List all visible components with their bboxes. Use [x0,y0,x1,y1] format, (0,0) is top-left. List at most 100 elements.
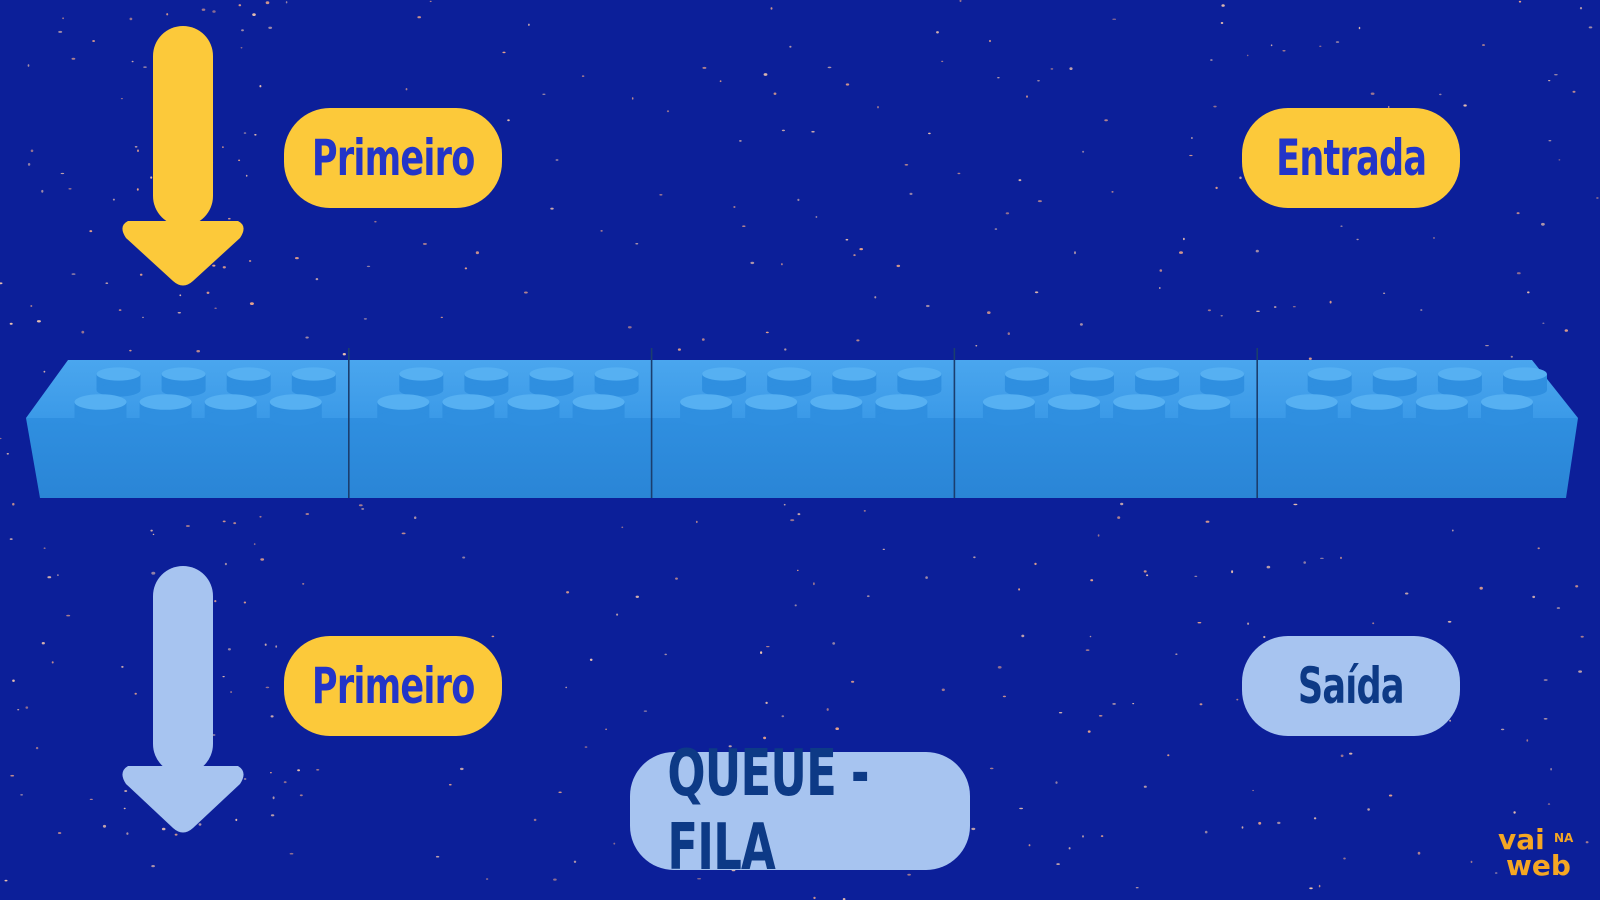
brick-stud-top [399,367,444,381]
brick-stud-top [594,367,639,381]
brick-stud-top [767,367,812,381]
brick-stud-top [810,394,863,410]
brick-stud-top [1415,394,1468,410]
brick-stud-top [702,367,747,381]
brick-stud-base [507,410,560,426]
brick-stud-top [1285,394,1338,410]
lego-brick [377,367,639,426]
brick-stud-top [161,367,206,381]
brick-stud-top [982,394,1035,410]
lego-brick [1285,367,1547,426]
brick-row [26,348,1578,498]
brick-stud-base [161,383,206,397]
logo-text-na: NA [1554,831,1574,845]
brick-stud-top [442,394,495,410]
brick-stud-base [1285,410,1338,426]
exit-label-text: Saída [1298,657,1405,715]
brick-stud-top [1113,394,1166,410]
diagram-title-text: QUEUE - FILA [667,737,869,885]
brick-stud-top [1481,394,1533,410]
brick-stud-base [74,410,127,426]
brick-front-face [26,418,1578,498]
brick-stud-base [1004,383,1049,397]
lego-brick [680,367,942,426]
brick-stud-base [572,410,625,426]
brick-stud-top [529,367,574,381]
brick-stud-top [1178,394,1231,410]
brick-stud-base [1200,383,1245,397]
brick-stud-top [572,394,625,410]
exit-label: Saída [1242,636,1460,736]
brick-stud-top [464,367,509,381]
brick-stud-base [1048,410,1100,426]
brick-stud-top [680,394,733,410]
brick-stud-base [1437,383,1482,397]
brick-stud-base [1307,383,1352,397]
brick-stud-top [204,394,257,410]
brick-stud-top [507,394,560,410]
brick-stud-top [1503,367,1547,381]
brick-stud-base [1070,383,1114,397]
brick-stud-top [1200,367,1245,381]
entry-label-text: Entrada [1275,129,1427,187]
arrow-down-icon [122,26,244,286]
brick-stud-base [1350,410,1403,426]
brick-stud-base [139,410,192,426]
diagram-title: QUEUE - FILA [630,737,970,885]
brick-stud-top [897,367,942,381]
brick-stud-top [1048,394,1100,410]
brick-stud-top [291,367,336,381]
brick-stud-top [74,394,127,410]
brick-stud-top [139,394,192,410]
brick-stud-base [399,383,444,397]
brick-stud-base [377,410,430,426]
brick-stud-base [680,410,733,426]
brick-stud-base [96,383,141,397]
brick-stud-top [832,367,877,381]
brick-stud-base [702,383,747,397]
brick-stud-base [1135,383,1180,397]
brick-stud-top [1437,367,1482,381]
brick-stud-top [1350,394,1403,410]
brick-stud-base [529,383,574,397]
lego-brick [982,367,1245,426]
brick-stud-base [767,383,812,397]
entry-label: Entrada [1242,108,1460,208]
brick-stud-top [1004,367,1049,381]
brick-stud-top [1307,367,1352,381]
brick-stud-base [1481,410,1533,426]
brick-stud-base [745,410,798,426]
first-label-bottom-text: Primeiro [311,657,475,715]
brick-stud-top [269,394,322,410]
arrow-down-icon [122,566,244,833]
brick-stud-top [377,394,430,410]
brick-stud-top [226,367,271,381]
brick-stud-base [1372,383,1417,397]
brick-stud-base [982,410,1035,426]
brick-stud-top [1372,367,1417,381]
brick-stud-top [745,394,798,410]
logo-text-vai: vai [1498,823,1545,856]
brick-stud-base [1113,410,1166,426]
brick-stud-base [442,410,495,426]
brick-stud-base [291,383,336,397]
brick-stud-top [1135,367,1180,381]
brick-stud-base [897,383,942,397]
brick-stud-top [96,367,141,381]
brick-stud-base [832,383,877,397]
brick-stud-top [1070,367,1114,381]
brick-stud-base [464,383,509,397]
brick-stud-base [204,410,257,426]
brick-stud-base [269,410,322,426]
brick-stud-base [594,383,639,397]
first-label-top: Primeiro [284,108,502,208]
brick-stud-base [875,410,928,426]
lego-brick [74,367,336,426]
logo-text-web: web [1506,849,1571,882]
first-label-top-text: Primeiro [311,129,475,187]
vainaweb-logo: vai NA web [1498,826,1578,882]
first-label-bottom: Primeiro [284,636,502,736]
brick-stud-base [1178,410,1231,426]
brick-stud-base [810,410,863,426]
brick-stud-top [875,394,928,410]
